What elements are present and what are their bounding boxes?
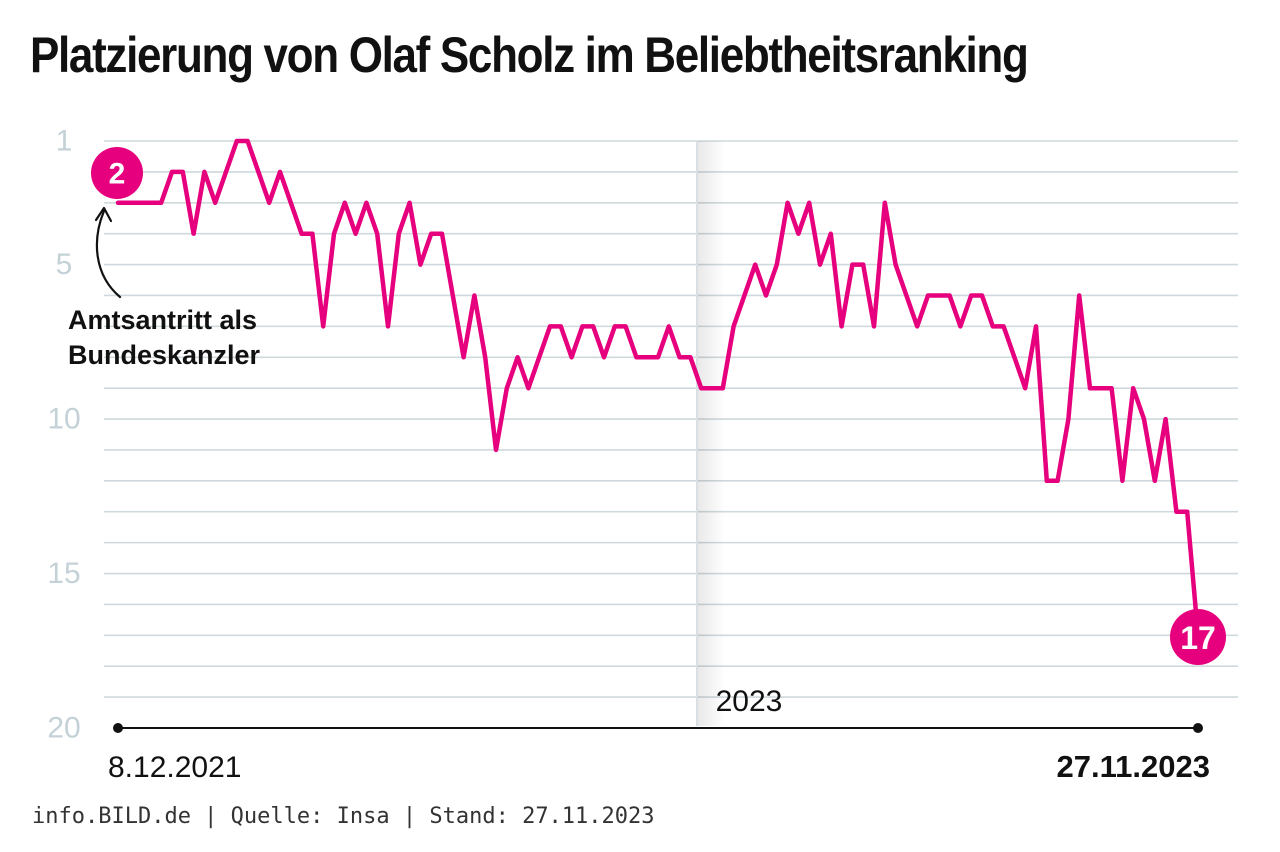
start-badge-circle [91,147,143,199]
y-tick-label: 10 [47,403,80,436]
chart-title: Platzierung von Olaf Scholz im Beliebthe… [30,27,1029,83]
y-tick-label: 5 [56,248,73,281]
axis-start-dot [113,723,123,733]
x-end-label: 27.11.2023 [1057,749,1210,784]
axis-end-dot [1193,723,1203,733]
end-badge-circle [1170,609,1226,665]
y-tick-label: 15 [47,557,80,590]
annotation-label: Amtsantritt als Bundeskanzler [68,305,261,370]
annotation-arrow [95,209,122,299]
start-badge-label: 2 [109,158,126,191]
year-label: 2023 [716,685,783,718]
source-footer: info.BILD.de | Quelle: Insa | Stand: 27.… [32,804,655,829]
y-tick-label: 1 [56,125,73,158]
annotation-arrowhead [94,206,113,223]
end-badge-label: 17 [1180,620,1216,656]
x-start-label: 8.12.2021 [108,751,241,784]
year-divider-shade [697,141,725,726]
ranking-series-line [115,138,1201,638]
y-tick-label: 20 [47,712,80,745]
